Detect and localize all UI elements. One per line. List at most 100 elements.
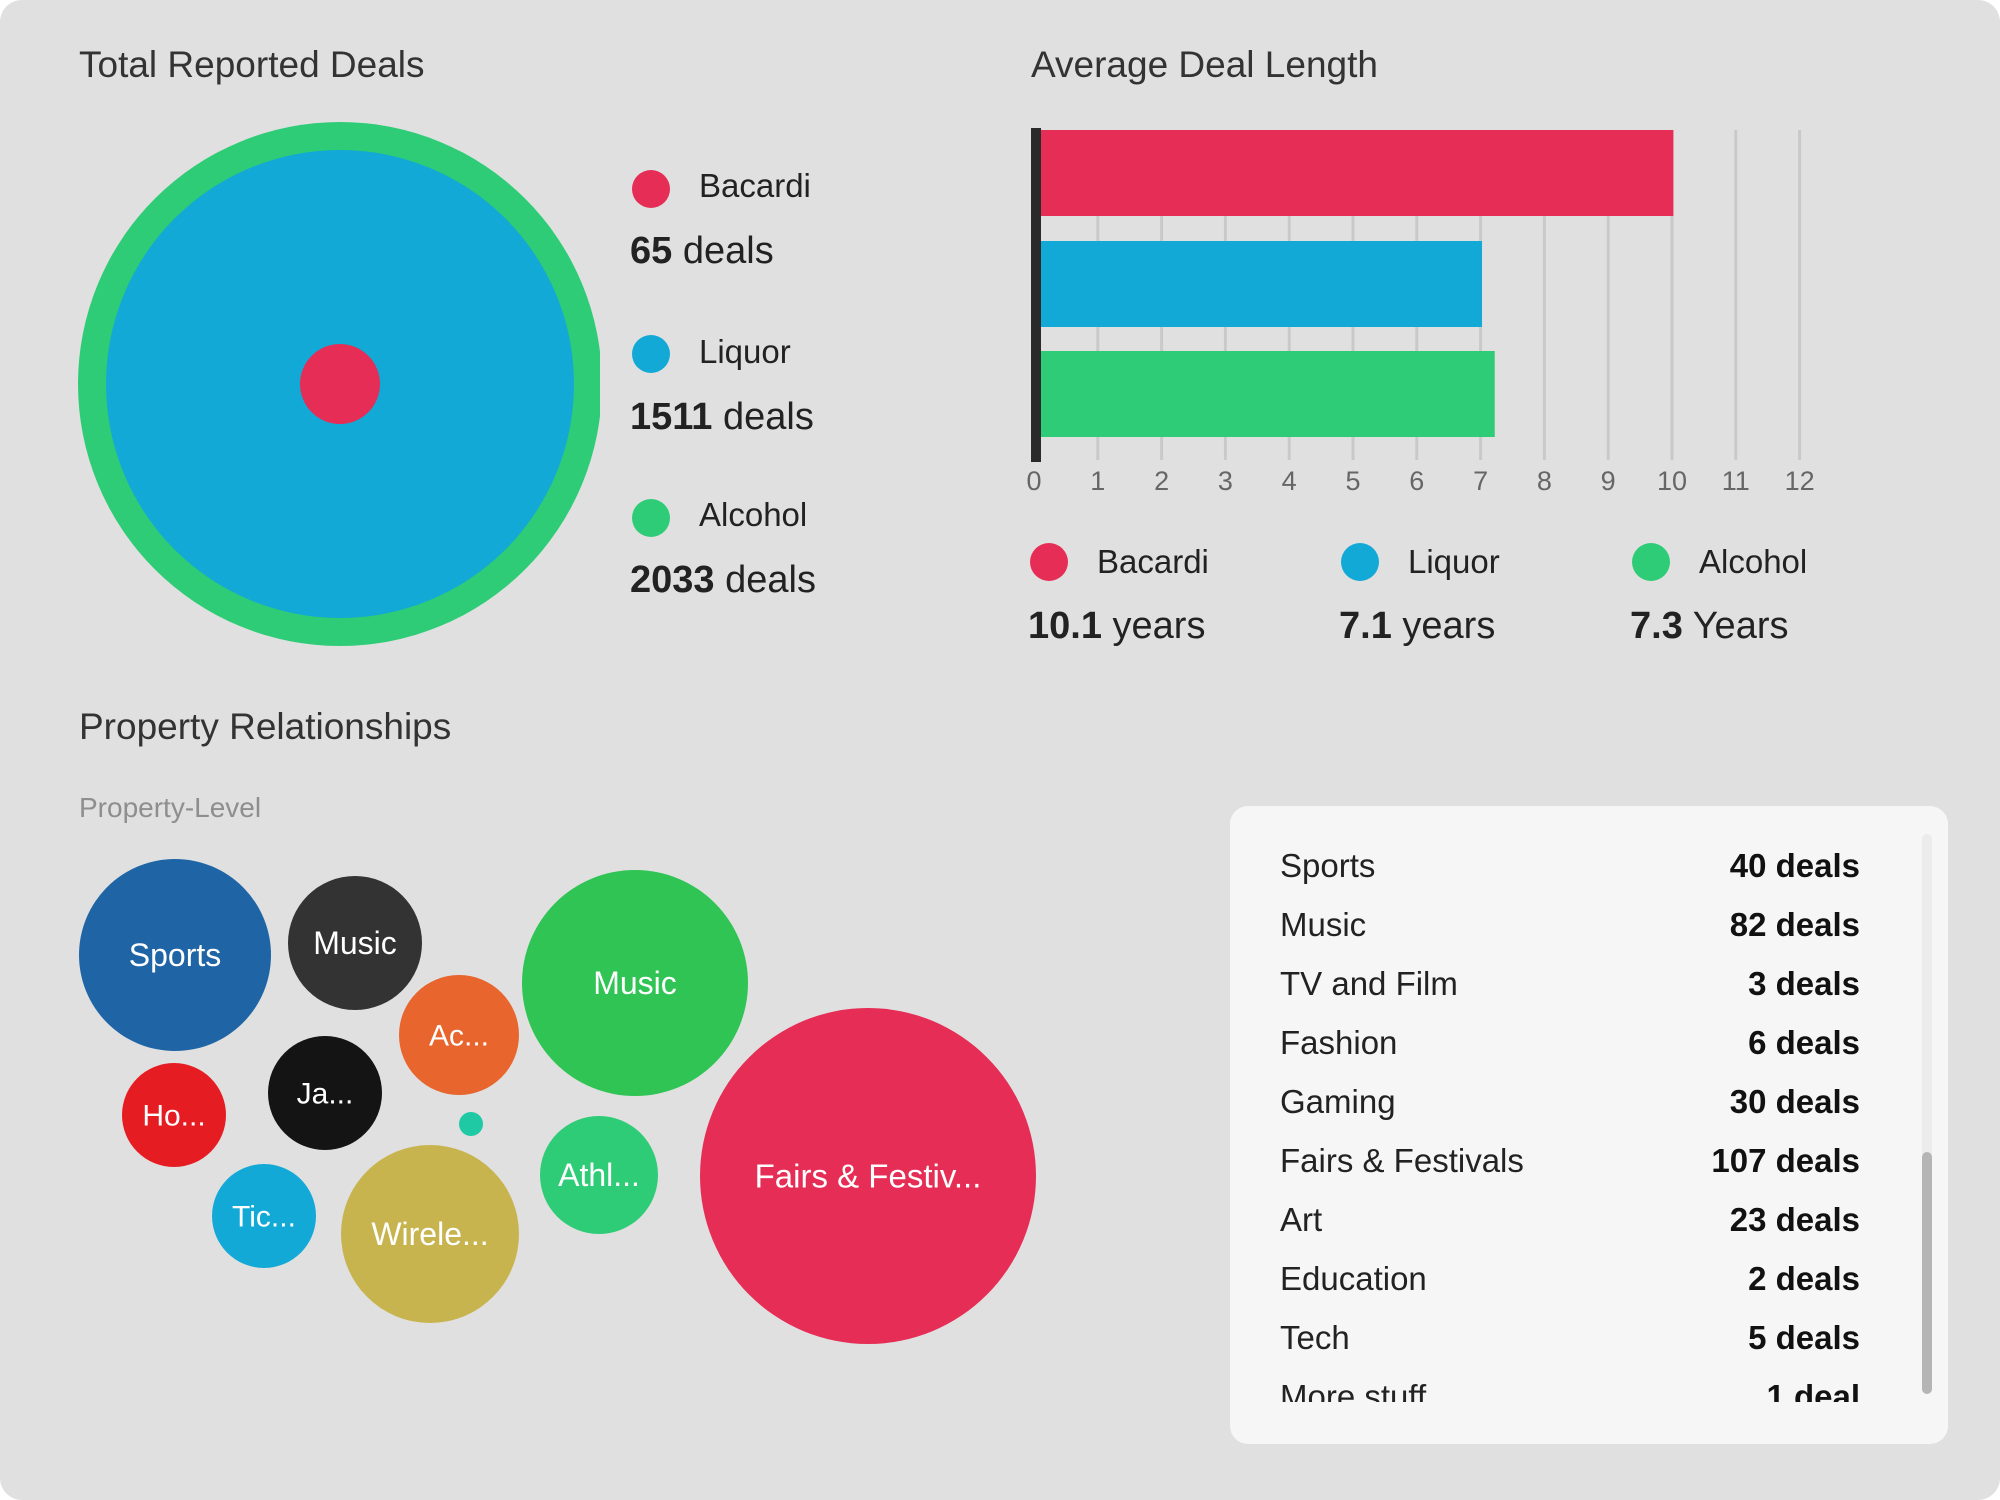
length-value-alcohol: 7.3 xyxy=(1630,605,1683,647)
length-unit-liquor: years xyxy=(1402,605,1496,647)
legend-unit-liquor: deals xyxy=(723,396,814,438)
x-tick-label: 0 xyxy=(1026,466,1041,496)
property-bubble[interactable] xyxy=(122,1063,226,1167)
x-tick-label: 3 xyxy=(1218,466,1233,496)
property-bubble-label: Athl... xyxy=(558,1157,640,1193)
length-legend-name-alcohol: Alcohol xyxy=(1699,543,1808,580)
avg-length-title: Average Deal Length xyxy=(1031,44,1378,85)
table-row[interactable]: Fashion 6 deals xyxy=(1230,1023,1910,1082)
legend-dot-liquor xyxy=(632,335,670,373)
legend-value-liquor: 1511 deals xyxy=(630,396,814,439)
length-unit-alcohol: Years xyxy=(1692,605,1789,647)
property-bubble[interactable] xyxy=(399,975,519,1095)
legend-value-alcohol: 2033 deals xyxy=(630,559,816,602)
table-row[interactable]: Education 2 deals xyxy=(1230,1259,1910,1318)
legend-dot-alcohol xyxy=(632,499,670,537)
avg-length-bar-chart: 0 1 2 3 4 5 6 7 8 9 10 11 12 xyxy=(1026,128,1815,496)
length-value-liquor: 7.1 xyxy=(1339,605,1392,647)
property-table-rows: Sports 40 deals Music 82 deals TV and Film 3 … xyxy=(1230,846,1910,1402)
property-bubble[interactable] xyxy=(212,1164,316,1268)
table-row-label: Education xyxy=(1280,1260,1427,1297)
legend-unit-bacardi: deals xyxy=(682,230,774,272)
table-row-label: Tech xyxy=(1280,1319,1350,1356)
length-legend-dot-liquor xyxy=(1341,543,1379,581)
property-table-scrollbar[interactable] xyxy=(1922,834,1932,1394)
property-bubble-label: Fairs & Festiv... xyxy=(755,1158,982,1195)
table-row[interactable]: Gaming 30 deals xyxy=(1230,1082,1910,1141)
property-table[interactable]: Sports 40 deals Music 82 deals TV and Film 3 … xyxy=(1230,806,1948,1444)
property-bubble-label: Music xyxy=(313,925,397,961)
bar-bacardi xyxy=(1034,130,1674,216)
length-legend-value-liquor: 7.1 years xyxy=(1339,605,1495,648)
table-row-value: 107 deals xyxy=(1711,1142,1860,1179)
table-row-value: 1 deal xyxy=(1766,1378,1860,1402)
x-tick-label: 4 xyxy=(1282,466,1297,496)
table-row[interactable]: Music 82 deals xyxy=(1230,905,1910,964)
property-bubble-label: Music xyxy=(593,965,677,1001)
table-row[interactable]: Sports 40 deals xyxy=(1230,846,1910,905)
x-tick-label: 10 xyxy=(1657,466,1687,496)
table-row-value: 5 deals xyxy=(1748,1319,1860,1356)
property-subtitle: Property-Level xyxy=(79,792,262,823)
property-bubble[interactable] xyxy=(700,1008,1036,1344)
y-axis-line xyxy=(1031,128,1041,462)
property-bubble-label: Ho... xyxy=(142,1100,205,1133)
table-row-value: 40 deals xyxy=(1729,847,1860,884)
x-tick-label: 9 xyxy=(1601,466,1616,496)
property-bubble-label: Wirele... xyxy=(371,1216,488,1252)
table-row[interactable]: Art 23 deals xyxy=(1230,1200,1910,1259)
property-bubble-chart: Sports Music Ac... Music Ho... Ja... Athl... Fa… xyxy=(79,859,1036,1344)
x-tick-label: 7 xyxy=(1473,466,1488,496)
property-bubble[interactable] xyxy=(341,1145,519,1323)
legend-count-alcohol: 2033 xyxy=(630,559,715,601)
table-row[interactable]: Fairs & Festivals 107 deals xyxy=(1230,1141,1910,1200)
table-row[interactable]: More stuff 1 deal xyxy=(1230,1377,1910,1402)
bar-alcohol xyxy=(1034,351,1495,437)
property-title: Property Relationships xyxy=(79,706,452,747)
x-tick-label: 2 xyxy=(1154,466,1169,496)
table-row-value: 2 deals xyxy=(1748,1260,1860,1297)
table-row[interactable]: TV and Film 3 deals xyxy=(1230,964,1910,1023)
property-table-scrollbar-thumb[interactable] xyxy=(1922,1152,1932,1394)
table-row-label: Music xyxy=(1280,906,1367,943)
legend-count-bacardi: 65 xyxy=(630,230,673,272)
bubble-bacardi xyxy=(300,344,380,424)
property-bubble[interactable] xyxy=(79,859,271,1051)
property-bubble[interactable] xyxy=(268,1036,382,1150)
legend-name-bacardi: Bacardi xyxy=(699,167,811,204)
total-deals-bubble-chart xyxy=(78,122,600,646)
table-row-label: Art xyxy=(1280,1201,1323,1238)
property-table-viewport[interactable]: Sports 40 deals Music 82 deals TV and Film 3 … xyxy=(1230,846,1910,1402)
legend-unit-alcohol: deals xyxy=(725,559,816,601)
x-tick-label: 8 xyxy=(1537,466,1552,496)
table-row-value: 23 deals xyxy=(1729,1201,1860,1238)
length-legend-dot-bacardi xyxy=(1030,543,1068,581)
x-tick-label: 6 xyxy=(1409,466,1424,496)
property-bubble-label: Sports xyxy=(129,937,221,973)
property-bubble-label: Tic... xyxy=(232,1201,296,1234)
property-bubble[interactable] xyxy=(459,1112,483,1136)
table-row-value: 3 deals xyxy=(1748,965,1860,1002)
legend-name-liquor: Liquor xyxy=(699,333,791,370)
length-unit-bacardi: years xyxy=(1112,605,1206,647)
table-row-label: Gaming xyxy=(1280,1083,1396,1120)
property-bubble[interactable] xyxy=(540,1116,658,1234)
legend-name-alcohol: Alcohol xyxy=(699,496,808,533)
property-bubble-label: Ac... xyxy=(429,1020,489,1053)
table-row-value: 30 deals xyxy=(1729,1083,1860,1120)
property-bubble[interactable] xyxy=(522,870,748,1096)
x-tick-label: 5 xyxy=(1345,466,1360,496)
legend-dot-bacardi xyxy=(632,170,670,208)
table-row-value: 82 deals xyxy=(1729,906,1860,943)
table-row-label: TV and Film xyxy=(1280,965,1458,1002)
property-bubble-label: Ja... xyxy=(297,1078,354,1111)
x-tick-label: 1 xyxy=(1090,466,1105,496)
length-legend-name-liquor: Liquor xyxy=(1408,543,1500,580)
table-row[interactable]: Tech 5 deals xyxy=(1230,1318,1910,1377)
property-bubble[interactable] xyxy=(288,876,422,1010)
total-deals-title: Total Reported Deals xyxy=(79,44,425,85)
length-legend-dot-alcohol xyxy=(1632,543,1670,581)
table-row-label: Fashion xyxy=(1280,1024,1398,1061)
length-legend-value-alcohol: 7.3 Years xyxy=(1630,605,1788,648)
